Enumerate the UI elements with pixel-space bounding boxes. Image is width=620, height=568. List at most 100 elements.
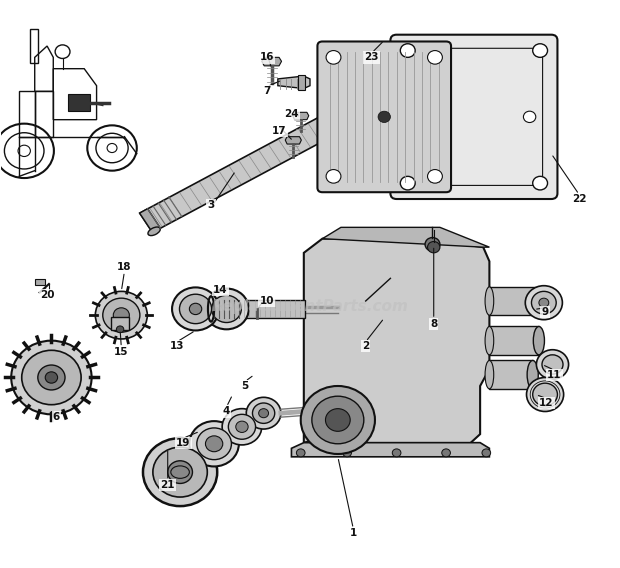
Ellipse shape	[533, 287, 544, 315]
Text: 20: 20	[40, 290, 55, 300]
Polygon shape	[298, 76, 305, 90]
Polygon shape	[140, 208, 161, 232]
Circle shape	[252, 403, 275, 423]
Circle shape	[197, 428, 231, 460]
Text: 12: 12	[539, 398, 554, 408]
Text: 14: 14	[213, 285, 228, 295]
Text: 8: 8	[430, 319, 437, 329]
Text: 16: 16	[259, 52, 274, 62]
Circle shape	[425, 237, 440, 251]
Text: 15: 15	[114, 347, 128, 357]
Circle shape	[533, 383, 557, 406]
Text: 7: 7	[263, 86, 270, 97]
Ellipse shape	[485, 361, 494, 389]
Polygon shape	[489, 361, 533, 389]
Circle shape	[428, 169, 443, 183]
Circle shape	[312, 396, 364, 444]
Circle shape	[153, 447, 207, 497]
Circle shape	[211, 295, 241, 323]
Polygon shape	[293, 112, 309, 120]
Circle shape	[38, 365, 65, 390]
Circle shape	[526, 378, 564, 411]
Circle shape	[11, 341, 92, 414]
Text: 13: 13	[170, 341, 184, 352]
Text: ReplacementParts.com: ReplacementParts.com	[211, 299, 409, 314]
Text: 11: 11	[547, 370, 562, 379]
Circle shape	[533, 44, 547, 57]
Text: 23: 23	[365, 52, 379, 62]
Circle shape	[222, 408, 262, 445]
Text: 21: 21	[161, 480, 175, 490]
FancyBboxPatch shape	[317, 41, 451, 192]
Circle shape	[301, 386, 375, 454]
Circle shape	[428, 51, 443, 64]
Circle shape	[401, 176, 415, 190]
Polygon shape	[489, 287, 539, 315]
Circle shape	[259, 408, 268, 417]
Polygon shape	[322, 227, 489, 247]
Text: 3: 3	[208, 200, 215, 210]
Circle shape	[246, 398, 281, 429]
Circle shape	[428, 241, 440, 253]
Circle shape	[45, 372, 58, 383]
Circle shape	[296, 449, 305, 457]
Circle shape	[236, 421, 248, 432]
Circle shape	[143, 438, 217, 506]
Polygon shape	[140, 107, 350, 232]
Ellipse shape	[527, 361, 538, 389]
Polygon shape	[111, 317, 130, 331]
Polygon shape	[489, 327, 539, 355]
Ellipse shape	[148, 227, 161, 236]
Text: 9: 9	[541, 307, 549, 318]
Circle shape	[103, 298, 140, 332]
Text: 6: 6	[53, 412, 60, 422]
Circle shape	[378, 111, 391, 123]
Polygon shape	[291, 442, 489, 457]
Circle shape	[22, 350, 81, 404]
Circle shape	[205, 436, 223, 452]
Text: 22: 22	[572, 194, 587, 204]
Circle shape	[542, 355, 563, 374]
Text: 4: 4	[223, 407, 230, 416]
Polygon shape	[304, 239, 489, 445]
Polygon shape	[285, 137, 301, 144]
Circle shape	[113, 308, 130, 323]
Circle shape	[343, 449, 352, 457]
Circle shape	[533, 176, 547, 190]
Text: 18: 18	[117, 262, 131, 272]
Circle shape	[531, 291, 556, 314]
Polygon shape	[278, 76, 310, 89]
Circle shape	[172, 287, 219, 331]
Polygon shape	[35, 279, 45, 285]
Circle shape	[523, 111, 536, 123]
Polygon shape	[68, 94, 91, 111]
Polygon shape	[214, 300, 305, 318]
Circle shape	[168, 461, 192, 483]
Circle shape	[95, 291, 148, 339]
Circle shape	[482, 449, 490, 457]
Circle shape	[539, 298, 549, 307]
Text: 10: 10	[259, 296, 274, 306]
Circle shape	[326, 51, 341, 64]
Text: 17: 17	[272, 126, 286, 136]
Text: 5: 5	[241, 381, 249, 391]
Text: 24: 24	[284, 109, 299, 119]
Text: 19: 19	[176, 438, 190, 448]
Circle shape	[228, 414, 255, 439]
Circle shape	[204, 289, 249, 329]
Polygon shape	[262, 57, 281, 66]
Circle shape	[326, 169, 341, 183]
Circle shape	[401, 44, 415, 57]
Circle shape	[117, 326, 124, 333]
Circle shape	[179, 294, 211, 324]
Text: 1: 1	[350, 528, 357, 538]
Circle shape	[189, 303, 202, 315]
Circle shape	[326, 408, 350, 431]
Circle shape	[536, 350, 569, 379]
Circle shape	[442, 449, 450, 457]
Circle shape	[189, 421, 239, 466]
Text: 2: 2	[362, 341, 370, 352]
FancyBboxPatch shape	[391, 35, 557, 199]
Ellipse shape	[485, 327, 494, 355]
Circle shape	[525, 286, 562, 320]
